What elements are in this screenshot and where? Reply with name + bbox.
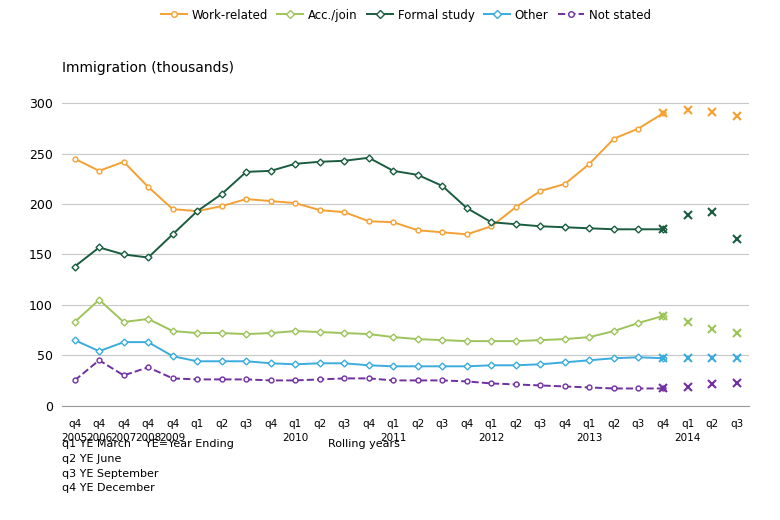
Text: Rolling years: Rolling years: [328, 439, 399, 449]
Text: q1: q1: [485, 419, 498, 428]
Text: q4: q4: [166, 419, 179, 428]
Text: q2 YE June: q2 YE June: [62, 454, 122, 464]
Text: q3: q3: [436, 419, 449, 428]
Text: 2014: 2014: [675, 433, 700, 443]
Text: q4: q4: [558, 419, 572, 428]
Text: q2: q2: [705, 419, 718, 428]
Text: Immigration (thousands): Immigration (thousands): [62, 61, 235, 75]
Text: 2007: 2007: [111, 433, 136, 443]
Text: q3 YE September: q3 YE September: [62, 469, 159, 478]
Text: q2: q2: [314, 419, 326, 428]
Legend: Work-related, Acc./join, Formal study, Other, Not stated: Work-related, Acc./join, Formal study, O…: [161, 8, 651, 21]
Text: 2011: 2011: [380, 433, 406, 443]
Text: q3: q3: [632, 419, 645, 428]
Text: 2005: 2005: [62, 433, 88, 443]
Text: q1: q1: [289, 419, 302, 428]
Text: q3: q3: [730, 419, 743, 428]
Text: q4: q4: [93, 419, 106, 428]
Text: q1: q1: [583, 419, 596, 428]
Text: 2010: 2010: [282, 433, 308, 443]
Text: q4: q4: [657, 419, 669, 428]
Text: q4: q4: [264, 419, 278, 428]
Text: q4: q4: [362, 419, 375, 428]
Text: q3: q3: [534, 419, 547, 428]
Text: q4 YE December: q4 YE December: [62, 483, 155, 493]
Text: q4: q4: [142, 419, 154, 428]
Text: q1: q1: [681, 419, 694, 428]
Text: q1 YE March    YE=Year Ending: q1 YE March YE=Year Ending: [62, 439, 234, 449]
Text: 2009: 2009: [160, 433, 186, 443]
Text: q3: q3: [338, 419, 351, 428]
Text: q4: q4: [460, 419, 473, 428]
Text: q2: q2: [509, 419, 523, 428]
Text: q4: q4: [68, 419, 81, 428]
Text: 2006: 2006: [86, 433, 112, 443]
Text: 2012: 2012: [478, 433, 505, 443]
Text: q4: q4: [117, 419, 130, 428]
Text: q2: q2: [215, 419, 229, 428]
Text: q1: q1: [387, 419, 400, 428]
Text: 2008: 2008: [135, 433, 161, 443]
Text: q3: q3: [239, 419, 253, 428]
Text: q2: q2: [411, 419, 424, 428]
Text: 2013: 2013: [576, 433, 603, 443]
Text: q2: q2: [608, 419, 621, 428]
Text: q1: q1: [190, 419, 204, 428]
